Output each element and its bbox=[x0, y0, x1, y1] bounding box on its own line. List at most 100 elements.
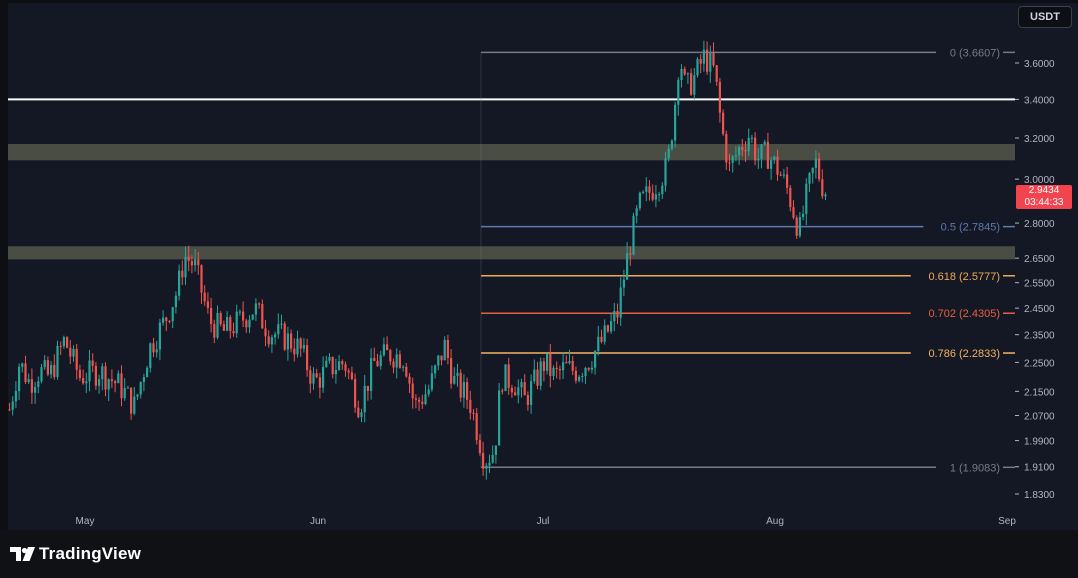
candle-body-100 bbox=[328, 357, 331, 361]
candle-body-76 bbox=[251, 314, 254, 320]
candle-body-116 bbox=[379, 355, 382, 367]
candle-body-121 bbox=[395, 354, 398, 368]
candle-body-209 bbox=[677, 79, 680, 105]
candle-body-86 bbox=[283, 323, 286, 350]
candle-body-48 bbox=[162, 317, 165, 323]
candle-body-56 bbox=[187, 256, 190, 261]
candle-body-68 bbox=[226, 317, 229, 331]
candle-body-123 bbox=[402, 366, 405, 368]
candle-body-28 bbox=[98, 379, 101, 386]
candle-body-105 bbox=[344, 364, 347, 371]
y-tick-10: 2.1500 bbox=[1024, 387, 1055, 398]
candle-body-180 bbox=[584, 367, 587, 376]
candle-body-225 bbox=[728, 162, 731, 164]
candle-body-239 bbox=[773, 156, 776, 161]
candle-body-229 bbox=[741, 146, 744, 151]
candle-body-212 bbox=[686, 73, 689, 75]
candle-body-130 bbox=[424, 394, 427, 404]
candle-body-0 bbox=[8, 409, 11, 411]
tradingview-logo-icon[interactable] bbox=[10, 545, 36, 563]
candle-body-134 bbox=[437, 355, 440, 366]
candle-body-99 bbox=[325, 360, 328, 367]
candle-body-147 bbox=[478, 440, 481, 454]
candle-body-3 bbox=[18, 366, 21, 392]
candle-body-173 bbox=[562, 362, 565, 371]
candle-body-65 bbox=[216, 313, 219, 338]
candle-body-67 bbox=[222, 324, 225, 331]
candle-body-6 bbox=[27, 379, 30, 383]
candle-body-118 bbox=[386, 344, 389, 351]
candle-body-196 bbox=[635, 208, 638, 216]
candle-body-127 bbox=[414, 398, 417, 400]
last-price-value: 2.9434 bbox=[1028, 185, 1060, 196]
candle-body-250 bbox=[808, 173, 811, 184]
candle-body-206 bbox=[667, 148, 670, 159]
candle-body-49 bbox=[165, 317, 168, 321]
candle-body-175 bbox=[568, 360, 571, 364]
candle-body-73 bbox=[242, 311, 245, 321]
time-axis[interactable] bbox=[8, 508, 1078, 530]
candle-body-54 bbox=[181, 270, 184, 278]
candle-body-167 bbox=[542, 361, 545, 371]
y-tick-0: 3.6000 bbox=[1024, 59, 1055, 70]
currency-selector[interactable]: USDT bbox=[1018, 6, 1072, 28]
candle-body-111 bbox=[363, 385, 366, 413]
x-tick-4: Sep bbox=[998, 516, 1016, 527]
candle-body-30 bbox=[104, 366, 107, 390]
candle-body-36 bbox=[123, 388, 126, 399]
candle-body-146 bbox=[475, 413, 478, 441]
candle-body-183 bbox=[594, 350, 597, 368]
candle-body-125 bbox=[408, 376, 411, 384]
candle-body-166 bbox=[539, 361, 542, 386]
candle-body-16 bbox=[59, 346, 62, 348]
candle-body-188 bbox=[610, 321, 613, 332]
candle-body-176 bbox=[571, 360, 574, 371]
candle-body-161 bbox=[523, 382, 526, 396]
candle-body-198 bbox=[642, 191, 645, 193]
candle-body-10 bbox=[40, 367, 43, 382]
chart-pane[interactable] bbox=[8, 3, 1015, 530]
x-tick-0: May bbox=[76, 516, 95, 527]
candle-body-194 bbox=[629, 253, 632, 255]
candle-body-233 bbox=[754, 137, 757, 161]
y-tick-14: 1.8300 bbox=[1024, 490, 1055, 501]
candle-body-114 bbox=[373, 358, 376, 361]
candle-body-235 bbox=[760, 144, 763, 159]
candle-body-29 bbox=[101, 366, 104, 380]
fib-label-5: 1 (1.9083) bbox=[950, 462, 1000, 474]
candle-body-152 bbox=[494, 445, 497, 456]
brand-wordmark[interactable]: TradingView bbox=[39, 544, 142, 563]
candle-body-4 bbox=[21, 363, 24, 367]
candle-body-47 bbox=[158, 322, 161, 350]
candle-body-185 bbox=[600, 336, 603, 342]
x-tick-1: Jun bbox=[310, 516, 326, 527]
candle-body-45 bbox=[152, 343, 155, 353]
candle-body-18 bbox=[66, 337, 69, 348]
candle-body-7 bbox=[30, 379, 33, 393]
candle-body-144 bbox=[469, 399, 472, 413]
candle-body-66 bbox=[219, 313, 222, 325]
candle-body-87 bbox=[286, 333, 289, 350]
candle-body-248 bbox=[802, 213, 805, 218]
price-axis[interactable] bbox=[1015, 3, 1078, 530]
candle-body-138 bbox=[450, 358, 453, 384]
sr-zone-1 bbox=[8, 144, 1015, 161]
candle-body-192 bbox=[622, 279, 625, 288]
candle-body-81 bbox=[267, 336, 270, 345]
candle-body-35 bbox=[120, 373, 123, 399]
candle-body-62 bbox=[206, 301, 209, 308]
candle-body-195 bbox=[632, 215, 635, 255]
candle-body-20 bbox=[72, 348, 75, 357]
candle-body-92 bbox=[302, 345, 305, 349]
candle-body-57 bbox=[190, 260, 193, 266]
fib-label-2: 0.618 (2.5777) bbox=[928, 271, 1000, 283]
candle-body-163 bbox=[530, 381, 533, 405]
y-tick-9: 2.2500 bbox=[1024, 358, 1055, 369]
candle-body-232 bbox=[750, 137, 753, 139]
candle-body-132 bbox=[430, 373, 433, 390]
candle-body-156 bbox=[507, 364, 510, 388]
candle-body-69 bbox=[229, 317, 232, 332]
candle-body-165 bbox=[536, 369, 539, 386]
candle-body-55 bbox=[184, 256, 187, 278]
candle-body-95 bbox=[312, 373, 315, 384]
